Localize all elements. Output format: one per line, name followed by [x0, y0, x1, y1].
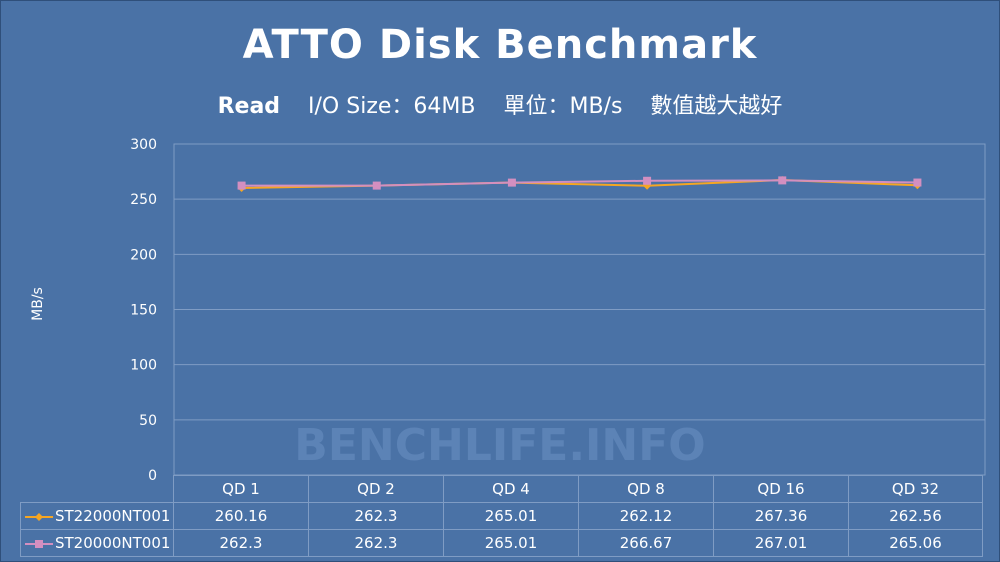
data-point [237, 181, 246, 190]
data-label: 265.01 [443, 502, 579, 530]
y-tick-label: 50 [139, 413, 157, 429]
data-label: 262.3 [173, 529, 309, 557]
series-2 [237, 176, 922, 190]
subtitle-unit: 單位：MB/s [503, 94, 623, 119]
series-lines [237, 176, 922, 192]
data-label: 267.36 [713, 502, 849, 530]
chart-title: ATTO Disk Benchmark [242, 22, 758, 68]
legend-label: ST20000NT001 [55, 534, 171, 552]
data-point [778, 176, 787, 185]
y-tick-label: 300 [130, 137, 157, 153]
y-tick-label: 150 [130, 303, 157, 319]
subtitle-io-size: I/O Size：64MB [308, 94, 476, 119]
chart-subtitle: Read I/O Size：64MB 單位：MB/s 數值越大越好 [0, 88, 1000, 120]
y-tick-label: 100 [130, 358, 157, 374]
legend-entry: ST20000NT001 [20, 529, 174, 557]
table-corner [20, 475, 174, 503]
x-tick-label: QD 2 [308, 475, 444, 503]
watermark: BENCHLIFE.INFO [294, 420, 705, 471]
watermark-text: BENCHLIFE.INFO [294, 420, 705, 471]
x-tick-label: QD 1 [173, 475, 309, 503]
data-label: 262.12 [578, 502, 714, 530]
table-row: ST20000NT001 262.3 262.3 265.01 266.67 267.01… [20, 529, 983, 557]
series-1 [237, 176, 922, 192]
data-point [643, 176, 652, 185]
y-tick-label: 250 [130, 192, 157, 208]
x-tick-label: QD 4 [443, 475, 579, 503]
data-label: 262.3 [308, 529, 444, 557]
data-label: 267.01 [713, 529, 849, 557]
data-table: QD 1 QD 2 QD 4 QD 8 QD 16 QD 32 ST22000NT001 26… [20, 475, 983, 557]
legend-key-icon [25, 512, 53, 521]
data-label: 260.16 [173, 502, 309, 530]
legend-label: ST22000NT001 [55, 507, 171, 525]
table-header-row: QD 1 QD 2 QD 4 QD 8 QD 16 QD 32 [20, 475, 983, 503]
subtitle-mode: Read [217, 94, 281, 119]
x-tick-label: QD 16 [713, 475, 849, 503]
data-label: 265.01 [443, 529, 579, 557]
data-label: 262.56 [848, 502, 983, 530]
legend-entry: ST22000NT001 [20, 502, 174, 530]
data-label: 265.06 [848, 529, 983, 557]
data-label: 262.3 [308, 502, 444, 530]
data-point [913, 178, 922, 187]
x-tick-label: QD 32 [848, 475, 983, 503]
table-row: ST22000NT001 260.16 262.3 265.01 262.12 267.3… [20, 502, 983, 530]
data-label: 266.67 [578, 529, 714, 557]
legend-key-icon [25, 539, 53, 548]
y-tick-label: 200 [130, 247, 157, 263]
x-tick-label: QD 8 [578, 475, 714, 503]
data-point [507, 178, 516, 187]
gridlines [174, 198, 985, 421]
series-line [241, 179, 918, 187]
subtitle-note: 數值越大越好 [650, 94, 783, 119]
data-point [372, 181, 381, 190]
